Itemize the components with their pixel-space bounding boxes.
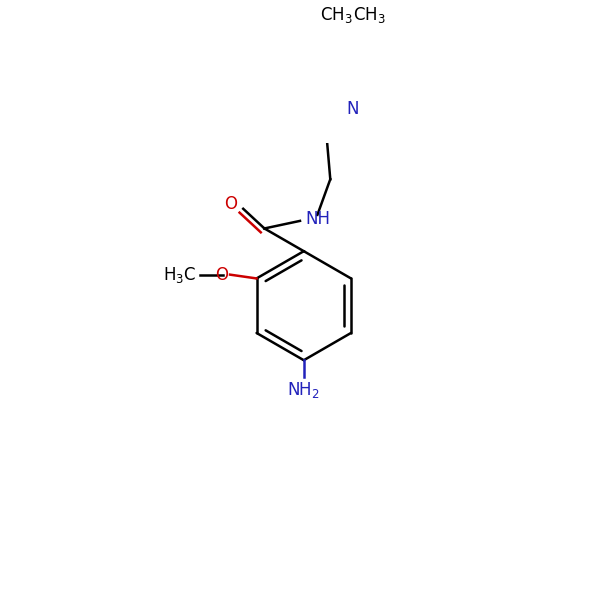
Text: N: N: [347, 100, 359, 118]
Text: CH$_3$: CH$_3$: [353, 5, 386, 25]
Text: O: O: [215, 266, 229, 284]
Text: NH$_2$: NH$_2$: [287, 380, 320, 400]
Text: O: O: [224, 195, 237, 213]
Text: NH: NH: [305, 211, 331, 229]
Text: CH$_3$: CH$_3$: [320, 5, 353, 25]
Text: H$_3$C: H$_3$C: [163, 265, 196, 284]
